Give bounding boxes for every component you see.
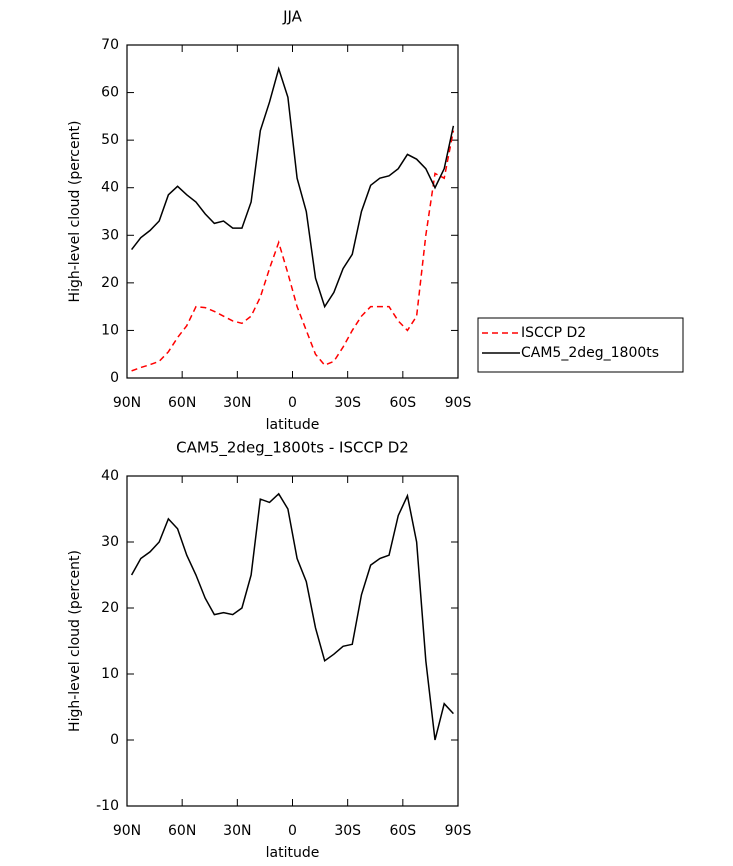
x-axis-label: latitude [266, 417, 320, 433]
legend-label: ISCCP D2 [521, 325, 586, 341]
y-tick-label: 20 [101, 600, 119, 616]
x-tick-label: 90S [445, 823, 472, 839]
x-tick-label: 90N [113, 823, 141, 839]
x-tick-label: 90N [113, 395, 141, 411]
y-tick-label: -10 [96, 798, 119, 814]
x-tick-label: 60S [389, 823, 416, 839]
y-tick-label: 40 [101, 468, 119, 484]
y-tick-label: 40 [101, 180, 119, 196]
y-tick-label: 10 [101, 322, 119, 338]
plot-frame [126, 475, 459, 807]
y-tick-label: 0 [110, 370, 119, 386]
data-line [131, 66, 455, 309]
y-tick-label: 60 [101, 85, 119, 101]
y-tick-label: 50 [101, 132, 119, 148]
y-tick-label: 30 [101, 227, 119, 243]
y-tick-label: 0 [110, 732, 119, 748]
y-axis-label: High-level cloud (percent) [67, 550, 83, 732]
x-tick-label: 60N [168, 823, 196, 839]
x-tick-label: 0 [288, 823, 297, 839]
legend-box [477, 317, 684, 373]
data-line [131, 130, 455, 372]
legend-label: CAM5_2deg_1800ts [521, 345, 659, 361]
x-tick-label: 30S [334, 395, 361, 411]
plot-frame [126, 44, 459, 379]
chart-title: JJA [282, 8, 303, 26]
x-tick-label: 30S [334, 823, 361, 839]
x-tick-label: 0 [288, 395, 297, 411]
x-axis-label: latitude [266, 845, 320, 861]
x-tick-label: 90S [445, 395, 472, 411]
y-tick-label: 10 [101, 666, 119, 682]
y-tick-label: 20 [101, 275, 119, 291]
x-tick-label: 30N [223, 395, 251, 411]
x-tick-label: 60S [389, 395, 416, 411]
y-tick-label: 70 [101, 37, 119, 53]
data-line [130, 492, 454, 741]
y-axis-label: High-level cloud (percent) [67, 121, 83, 303]
y-tick-label: 30 [101, 534, 119, 550]
chart-title: CAM5_2deg_1800ts - ISCCP D2 [176, 439, 409, 458]
x-tick-label: 60N [168, 395, 196, 411]
x-tick-label: 30N [223, 823, 251, 839]
